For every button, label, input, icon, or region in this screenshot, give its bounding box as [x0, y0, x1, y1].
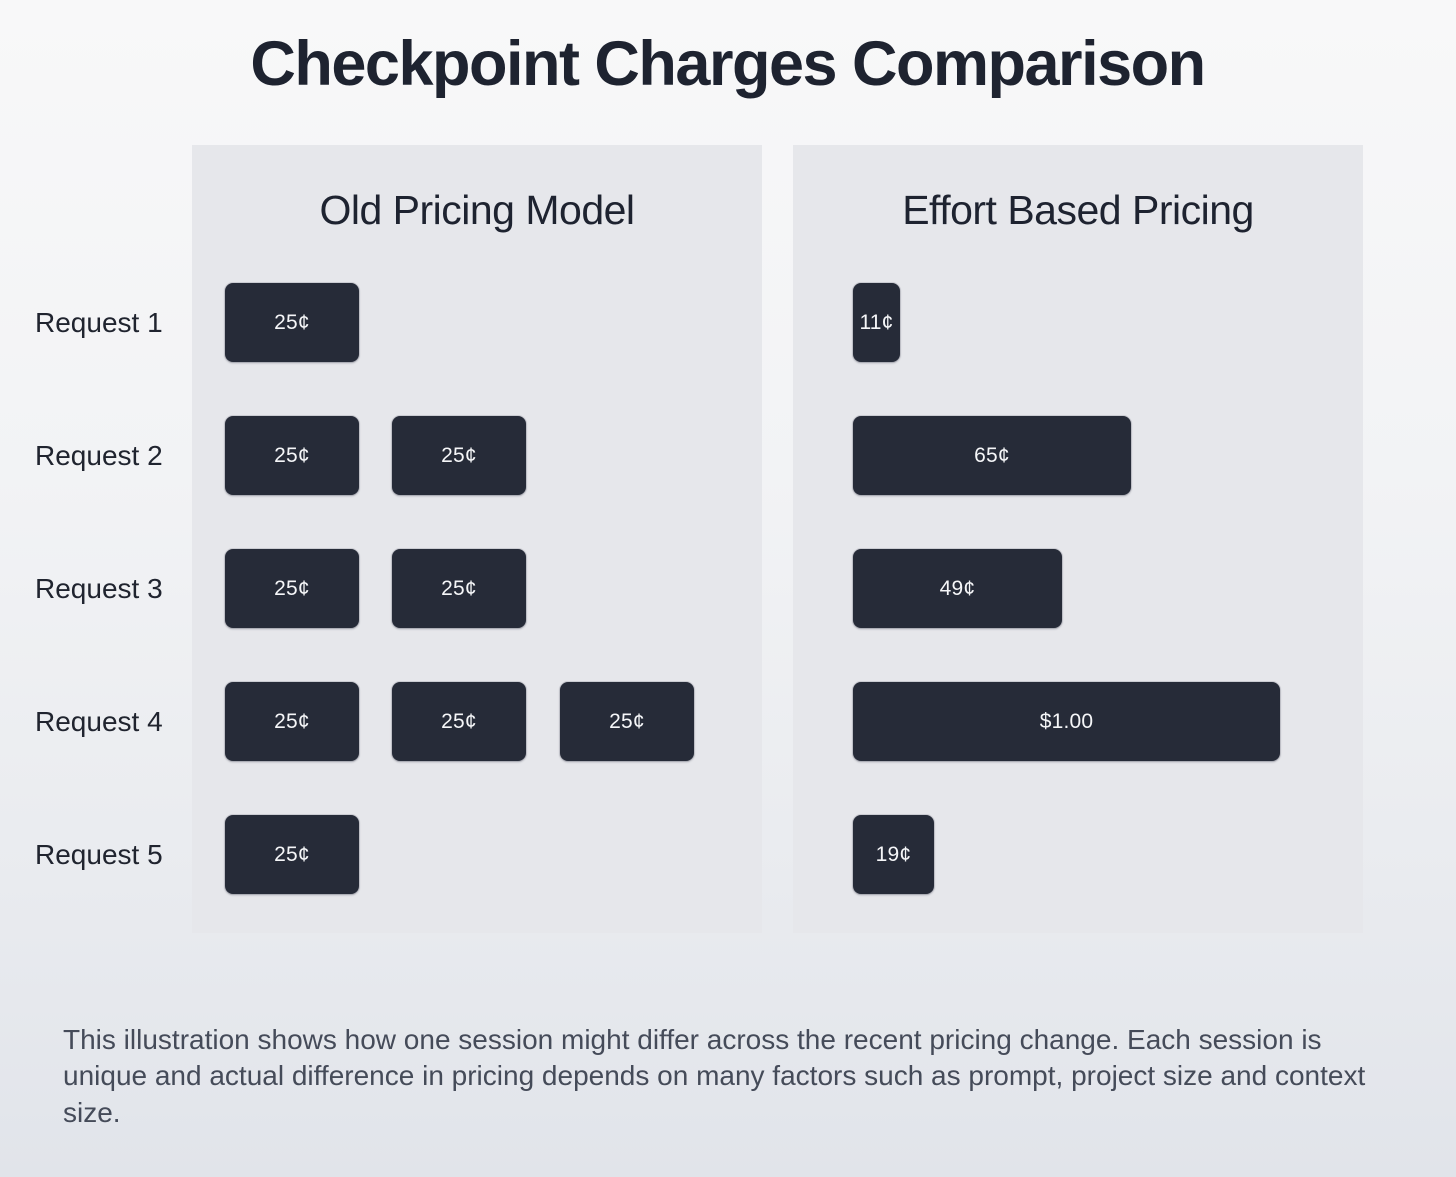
old-pricing-panel-title: Old Pricing Model — [319, 187, 635, 233]
checkpoint-charge-block: 25¢ — [392, 416, 526, 495]
checkpoint-charge-block: 25¢ — [225, 815, 359, 894]
checkpoint-charge-block: 25¢ — [225, 283, 359, 362]
old-pricing-panel: Old Pricing Model 25¢ 25¢ 25¢ 25¢ 25¢ 25¢ 25¢ 2… — [192, 145, 762, 933]
effort-charge-bar: $1.00 — [853, 682, 1280, 761]
checkpoint-charge-block: 25¢ — [392, 549, 526, 628]
effort-charge-bar: 11¢ — [853, 283, 900, 362]
request-label: Request 5 — [35, 838, 163, 870]
request-label: Request 1 — [35, 306, 163, 338]
effort-charge-bar: 19¢ — [853, 815, 934, 894]
request-label: Request 4 — [35, 705, 163, 737]
effort-charge-bar: 65¢ — [853, 416, 1131, 495]
checkpoint-charge-block: 25¢ — [225, 682, 359, 761]
checkpoint-charge-block: 25¢ — [392, 682, 526, 761]
request-label: Request 3 — [35, 572, 163, 604]
checkpoint-charge-block: 25¢ — [225, 416, 359, 495]
checkpoint-charge-block: 25¢ — [225, 549, 359, 628]
request-label: Request 2 — [35, 439, 163, 471]
effort-charge-bar: 49¢ — [853, 549, 1062, 628]
page-title: Checkpoint Charges Comparison — [250, 29, 1206, 99]
effort-pricing-panel-title: Effort Based Pricing — [902, 187, 1254, 233]
checkpoint-charge-block: 25¢ — [560, 682, 694, 761]
effort-pricing-panel: Effort Based Pricing 11¢ 65¢ 49¢ $1.00 19¢ — [793, 145, 1363, 933]
footnote-text: This illustration shows how one session … — [63, 1024, 1366, 1128]
